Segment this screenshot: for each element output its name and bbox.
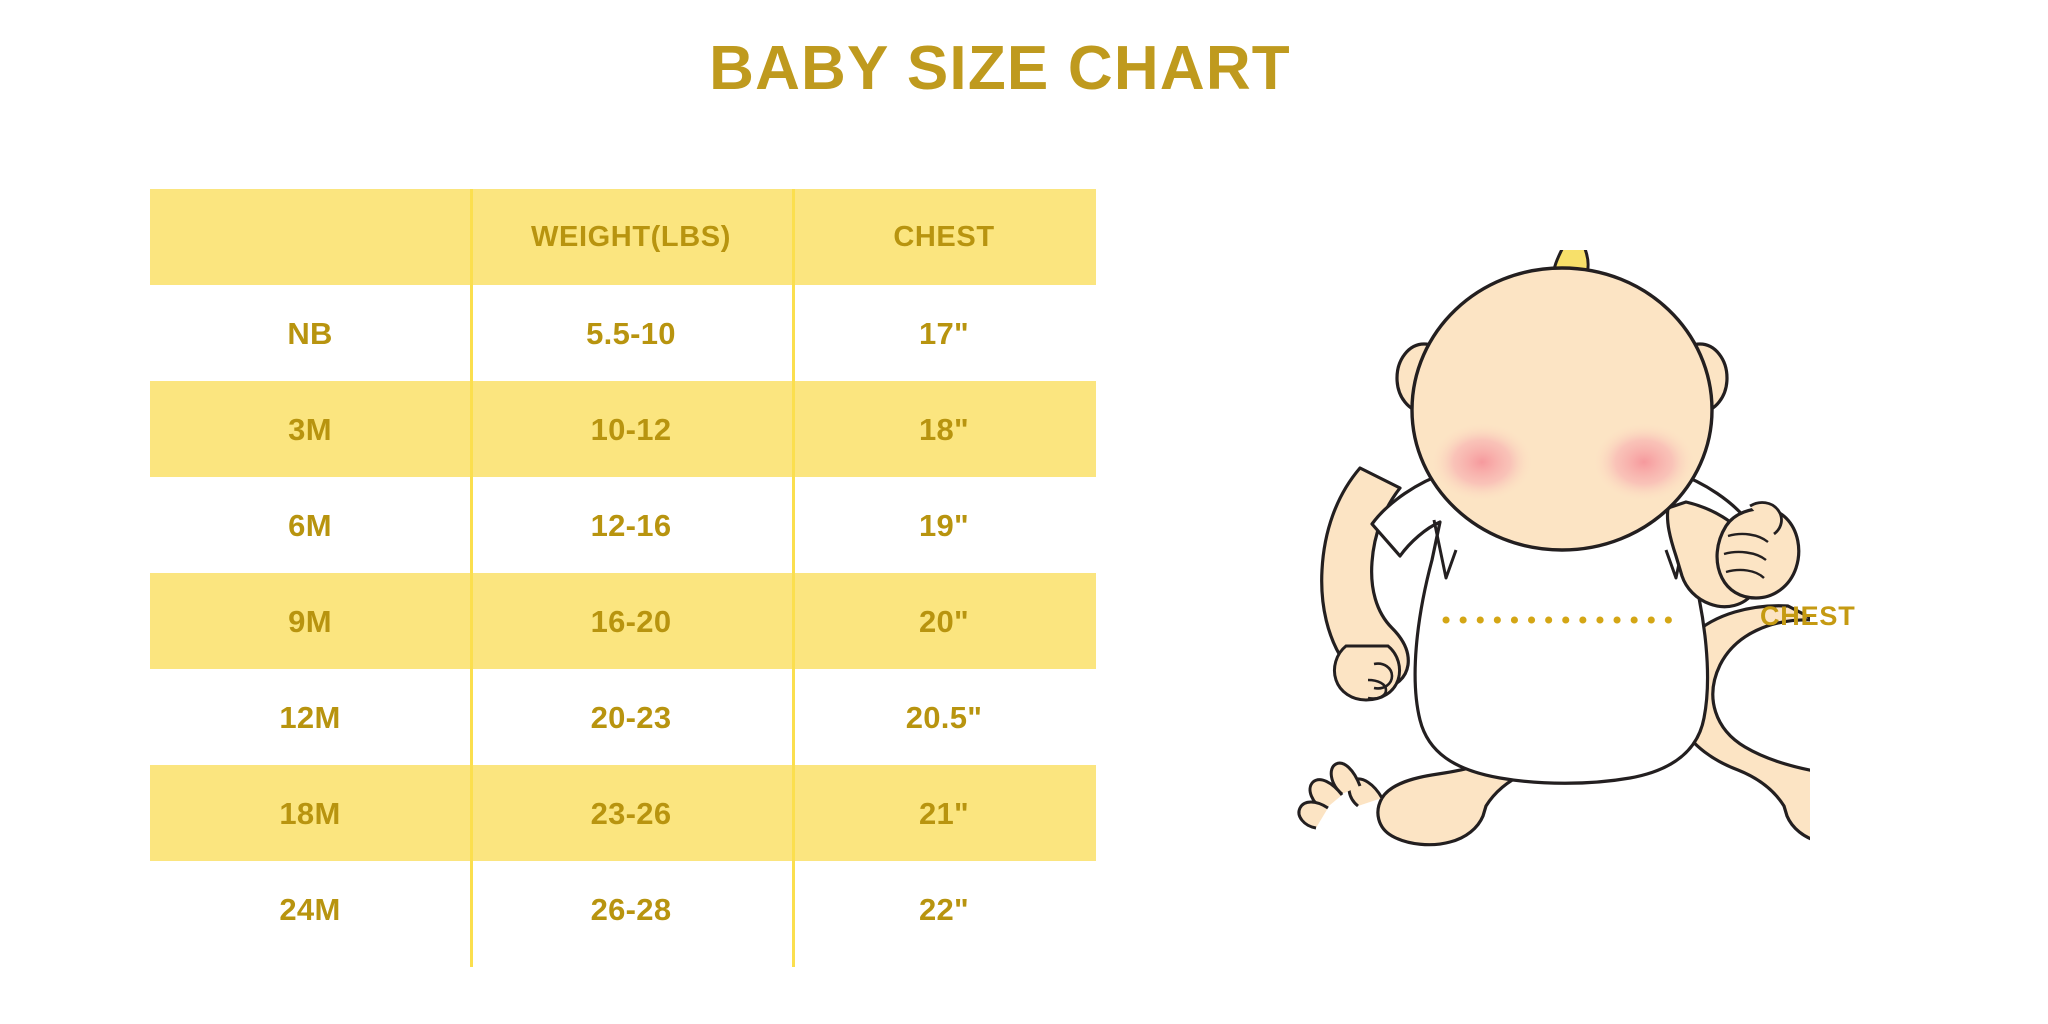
table-cell-weight: 16-20 bbox=[590, 603, 672, 639]
table-cell-size: 12M bbox=[279, 699, 341, 735]
table-row: 3M 10-12 18" bbox=[150, 381, 1096, 477]
table-row: NB 5.5-10 17" bbox=[150, 285, 1096, 381]
table-cell-chest: 18" bbox=[918, 411, 970, 447]
table-row: 9M 16-20 20" bbox=[150, 573, 1096, 669]
table-cell-weight: 12-16 bbox=[590, 507, 672, 543]
baby-icon bbox=[1297, 250, 1810, 847]
table-cell-chest: 20" bbox=[918, 603, 970, 639]
table-cell-size: 6M bbox=[288, 507, 332, 543]
page-title-text: BABY SIZE CHART bbox=[709, 34, 1291, 103]
table-cell-size: NB bbox=[287, 315, 333, 351]
table-row: 18M 23-26 21" bbox=[150, 765, 1096, 861]
table-header-row: WEIGHT(LBS) CHEST bbox=[150, 189, 1096, 285]
baby-head bbox=[1410, 266, 1714, 552]
table-cell-chest: 17" bbox=[918, 315, 970, 351]
table-cell-weight: 10-12 bbox=[590, 411, 672, 447]
table-row: 12M 20-23 20.5" bbox=[150, 669, 1096, 765]
table-cell-chest: 19" bbox=[918, 507, 970, 543]
baby-right-arm bbox=[1665, 500, 1801, 609]
column-divider-2 bbox=[792, 189, 795, 967]
baby-left-arm bbox=[1320, 466, 1410, 702]
table-header-weight: WEIGHT(LBS) bbox=[531, 220, 731, 253]
table-cell-weight: 5.5-10 bbox=[586, 315, 676, 351]
size-table: WEIGHT(LBS) CHEST NB 5.5-10 17" 3M 10-12 18" 6M 1… bbox=[150, 189, 1096, 957]
table-header-chest: CHEST bbox=[893, 220, 995, 253]
column-divider-1 bbox=[470, 189, 473, 967]
table-cell-size: 9M bbox=[288, 603, 332, 639]
table-cell-size: 18M bbox=[279, 795, 341, 831]
table-cell-chest: 20.5" bbox=[905, 699, 983, 735]
table-cell-size: 3M bbox=[288, 411, 332, 447]
table-cell-chest: 21" bbox=[918, 795, 970, 831]
table-row: 24M 26-28 22" bbox=[150, 861, 1096, 957]
baby-right-blush bbox=[1592, 422, 1696, 502]
table-cell-chest: 22" bbox=[918, 891, 970, 927]
sitting-baby-illustration bbox=[1250, 250, 1810, 880]
table-cell-weight: 23-26 bbox=[590, 795, 672, 831]
table-cell-weight: 20-23 bbox=[590, 699, 672, 735]
table-row: 6M 12-16 19" bbox=[150, 477, 1096, 573]
table-cell-size: 24M bbox=[279, 891, 341, 927]
baby-left-blush bbox=[1430, 422, 1534, 502]
table-cell-weight: 26-28 bbox=[590, 891, 672, 927]
chest-callout-label: CHEST bbox=[1760, 601, 1856, 631]
page-title: BABY SIZE CHART bbox=[0, 38, 2048, 100]
